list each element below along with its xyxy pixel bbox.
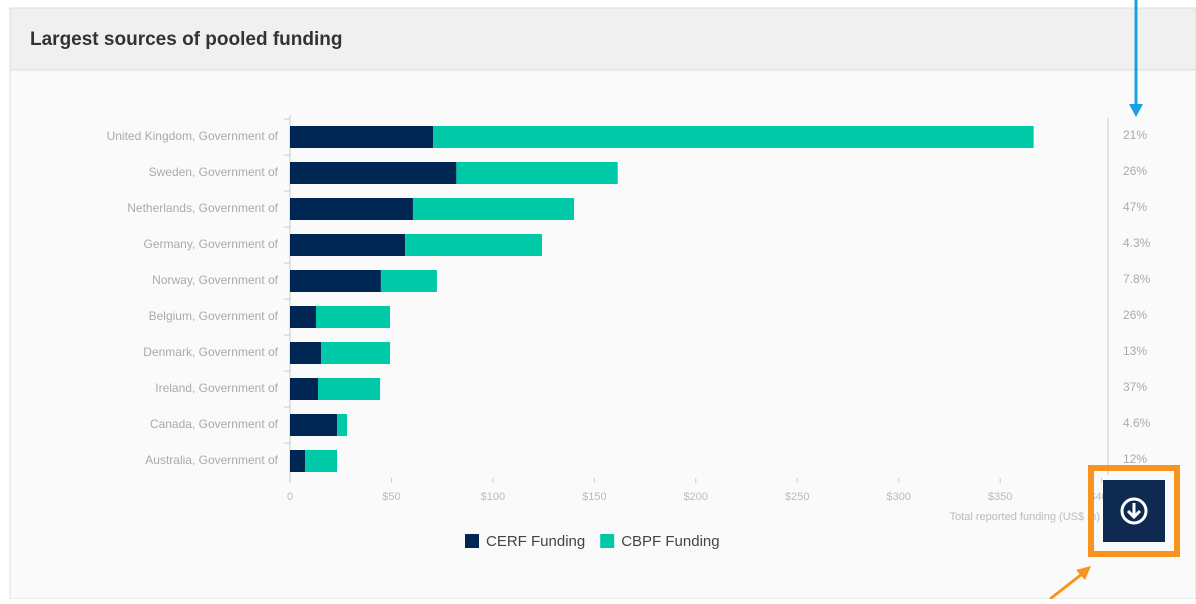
bar-segment bbox=[290, 342, 322, 364]
x-tick-label: $100 bbox=[481, 491, 505, 503]
x-tick-label: $350 bbox=[988, 491, 1012, 503]
bar-segment bbox=[290, 198, 413, 220]
share-label: 12% bbox=[1123, 452, 1147, 466]
bar-segment bbox=[380, 270, 437, 292]
bar-segment bbox=[305, 450, 338, 472]
legend-swatch bbox=[465, 534, 479, 548]
y-tick-label: Norway, Government of bbox=[152, 273, 278, 287]
highlight-box bbox=[1088, 465, 1180, 557]
legend-swatch bbox=[600, 534, 615, 548]
y-tick-label: Ireland, Government of bbox=[155, 381, 278, 395]
y-tick-label: Denmark, Government of bbox=[143, 345, 278, 359]
download-icon bbox=[1120, 497, 1148, 525]
bar-segment bbox=[433, 126, 1034, 148]
share-label: 26% bbox=[1123, 308, 1147, 322]
y-tick-label: Belgium, Government of bbox=[149, 309, 279, 323]
x-tick-label: $300 bbox=[886, 491, 910, 503]
bar-segment bbox=[412, 198, 575, 220]
share-label: 4.3% bbox=[1123, 236, 1151, 250]
y-tick-label: Netherlands, Government of bbox=[127, 201, 278, 215]
bar-segment bbox=[290, 270, 381, 292]
bar-segment bbox=[290, 378, 319, 400]
panel bbox=[9, 7, 1196, 600]
legend-label: CBPF Funding bbox=[621, 533, 719, 550]
x-axis-title: Total reported funding (US$ m) bbox=[950, 511, 1100, 523]
bar-segment bbox=[290, 126, 434, 148]
bar-segment bbox=[315, 306, 391, 328]
share-label: 26% bbox=[1123, 164, 1147, 178]
bar-segment bbox=[337, 414, 348, 436]
y-tick-label: United Kingdom, Government of bbox=[107, 129, 279, 143]
x-tick-label: 0 bbox=[287, 491, 293, 503]
x-tick-label: $150 bbox=[582, 491, 606, 503]
y-tick-label: Canada, Government of bbox=[150, 417, 279, 431]
y-tick-label: Germany, Government of bbox=[144, 237, 279, 251]
share-label: 4.6% bbox=[1123, 416, 1151, 430]
x-tick-label: $250 bbox=[785, 491, 809, 503]
legend-label: CERF Funding bbox=[486, 533, 585, 550]
y-tick-label: Australia, Government of bbox=[145, 453, 278, 467]
pointer-arrowhead bbox=[1076, 566, 1091, 580]
y-tick-label: Sweden, Government of bbox=[149, 165, 279, 179]
share-label: 7.8% bbox=[1123, 272, 1151, 286]
x-tick-label: $50 bbox=[382, 491, 400, 503]
bar-segment bbox=[290, 234, 406, 256]
bar-segment bbox=[290, 306, 316, 328]
share-label: 21% bbox=[1123, 128, 1147, 142]
share-label: 13% bbox=[1123, 344, 1147, 358]
pointer-arrowhead bbox=[1129, 104, 1143, 117]
bar-segment bbox=[456, 162, 618, 184]
x-tick-label: $200 bbox=[684, 491, 708, 503]
bar-segment bbox=[321, 342, 391, 364]
bar-segment bbox=[290, 414, 338, 436]
bar-segment bbox=[290, 450, 306, 472]
pointer-arrow bbox=[1049, 572, 1083, 601]
chart-title: Largest sources of pooled funding bbox=[30, 29, 342, 50]
share-label: 47% bbox=[1123, 200, 1147, 214]
panel-header bbox=[9, 7, 1196, 71]
bar-segment bbox=[318, 378, 381, 400]
download-arrow bbox=[1126, 503, 1142, 520]
bar-segment bbox=[405, 234, 543, 256]
bar-segment bbox=[290, 162, 457, 184]
download-highlight bbox=[1088, 465, 1180, 557]
share-label: 37% bbox=[1123, 380, 1147, 394]
